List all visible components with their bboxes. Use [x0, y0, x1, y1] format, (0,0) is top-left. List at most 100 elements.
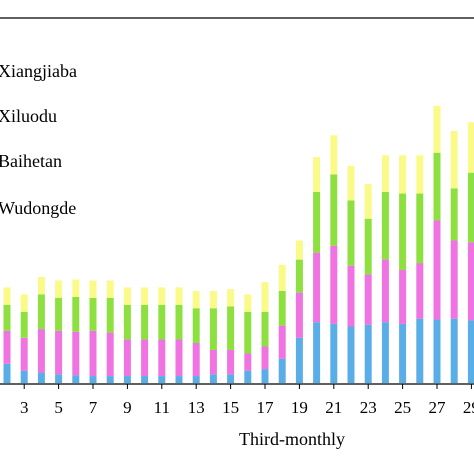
bar-wudongde-12 [175, 376, 183, 383]
bar-xiluodu-22 [347, 200, 355, 266]
bar-wudongde-22 [347, 326, 355, 383]
x-tick-label: 29 [463, 398, 474, 417]
bar-xiangjiaba-25 [399, 155, 407, 194]
bar-xiangjiaba-17 [261, 282, 269, 312]
bar-baihetan-3 [20, 337, 28, 371]
bar-xiangjiaba-19 [295, 240, 303, 260]
bar-xiangjiaba-16 [244, 294, 252, 312]
bar-baihetan-22 [347, 265, 355, 327]
bar-xiangjiaba-18 [278, 264, 286, 291]
bar-xiluodu-2 [3, 304, 11, 331]
bar-baihetan-23 [364, 274, 372, 325]
x-tick-label: 5 [54, 398, 63, 417]
bar-xiangjiaba-12 [175, 287, 183, 305]
bar-wudongde-8 [106, 376, 114, 383]
bar-baihetan-17 [261, 346, 269, 370]
bar-xiluodu-14 [209, 308, 217, 350]
bar-wudongde-10 [141, 376, 149, 383]
bar-baihetan-14 [209, 349, 217, 375]
bar-baihetan-11 [158, 339, 166, 377]
x-tick-label: 9 [123, 398, 132, 417]
bar-xiluodu-18 [278, 290, 286, 326]
bar-wudongde-29 [467, 320, 474, 383]
bar-wudongde-2 [3, 363, 11, 383]
bar-wudongde-13 [192, 376, 200, 383]
bar-xiangjiaba-8 [106, 280, 114, 298]
bar-xiluodu-4 [37, 294, 45, 330]
legend-label-wudongde: Wudongde [0, 198, 76, 218]
bar-baihetan-10 [141, 339, 149, 377]
bar-wudongde-23 [364, 324, 372, 383]
bar-xiluodu-21 [330, 174, 338, 246]
bar-xiangjiaba-21 [330, 135, 338, 175]
bar-xiangjiaba-2 [3, 287, 11, 305]
bar-xiluodu-19 [295, 259, 303, 293]
bar-wudongde-5 [55, 374, 63, 383]
bar-xiluodu-20 [313, 191, 321, 253]
bar-wudongde-11 [158, 376, 166, 383]
x-tick-label: 13 [188, 398, 205, 417]
bar-baihetan-21 [330, 245, 338, 324]
bar-xiangjiaba-14 [209, 290, 217, 309]
bar-xiluodu-11 [158, 304, 166, 340]
bar-baihetan-2 [3, 330, 11, 364]
bar-wudongde-9 [123, 376, 131, 383]
bar-xiangjiaba-29 [467, 122, 474, 173]
x-tick-label: 27 [429, 398, 447, 417]
bar-baihetan-7 [89, 330, 97, 377]
legend-label-xiluodu: Xiluodu [0, 106, 57, 126]
bar-baihetan-6 [72, 331, 80, 376]
bar-baihetan-24 [381, 259, 389, 323]
bar-xiangjiaba-15 [227, 289, 235, 307]
x-tick-label: 19 [291, 398, 308, 417]
legend-label-baihetan: Baihetan [0, 151, 62, 171]
bar-baihetan-9 [123, 339, 131, 377]
bar-wudongde-15 [227, 374, 235, 383]
bar-xiluodu-8 [106, 297, 114, 333]
x-tick-label: 3 [20, 398, 29, 417]
bar-xiangjiaba-7 [89, 280, 97, 298]
bar-wudongde-19 [295, 337, 303, 383]
bar-xiangjiaba-22 [347, 165, 355, 201]
bar-wudongde-7 [89, 376, 97, 383]
bar-wudongde-24 [381, 322, 389, 383]
bar-baihetan-16 [244, 353, 252, 371]
bar-xiluodu-16 [244, 311, 252, 354]
bar-baihetan-12 [175, 339, 183, 377]
bar-wudongde-27 [433, 319, 441, 383]
bars-group [3, 105, 474, 383]
bar-wudongde-14 [209, 374, 217, 383]
bar-baihetan-26 [416, 263, 424, 319]
bar-xiluodu-5 [55, 297, 63, 331]
bar-xiluodu-26 [416, 193, 424, 264]
bar-baihetan-8 [106, 332, 114, 377]
bar-xiluodu-29 [467, 172, 474, 243]
bar-wudongde-28 [450, 318, 458, 383]
x-tick-label: 25 [394, 398, 411, 417]
bar-xiangjiaba-13 [192, 290, 200, 309]
bar-xiluodu-27 [433, 152, 441, 221]
bar-xiluodu-23 [364, 218, 372, 275]
legend-label-xiangjiaba: Xiangjiaba [0, 61, 77, 81]
bar-baihetan-27 [433, 220, 441, 320]
bar-xiluodu-6 [72, 296, 80, 332]
bar-wudongde-21 [330, 323, 338, 383]
bar-xiangjiaba-23 [364, 183, 372, 219]
bar-xiluodu-13 [192, 308, 200, 344]
bar-baihetan-5 [55, 330, 63, 375]
bar-xiangjiaba-11 [158, 287, 166, 305]
bar-xiangjiaba-5 [55, 280, 63, 298]
bar-baihetan-19 [295, 292, 303, 338]
bar-xiangjiaba-28 [450, 130, 458, 189]
bar-baihetan-18 [278, 325, 286, 359]
bar-wudongde-6 [72, 375, 80, 383]
bar-xiangjiaba-26 [416, 155, 424, 194]
bar-wudongde-17 [261, 369, 269, 383]
x-tick-label: 17 [257, 398, 275, 417]
bar-wudongde-20 [313, 322, 321, 383]
bar-xiluodu-10 [141, 304, 149, 340]
x-tick-label: 21 [325, 398, 342, 417]
bar-baihetan-15 [227, 349, 235, 375]
